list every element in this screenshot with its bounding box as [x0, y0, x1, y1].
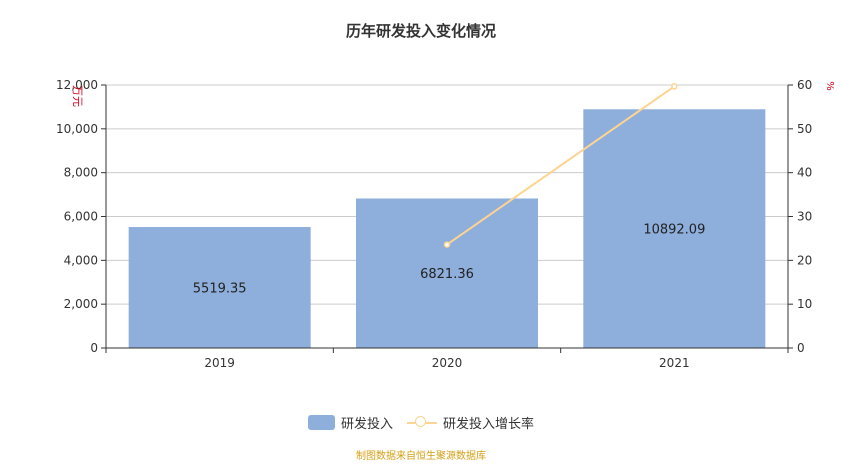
left-tick-label: 10,000: [56, 122, 98, 136]
left-axis-unit: 万元: [71, 85, 84, 107]
legend-line-label: 研发投入增长率: [443, 417, 535, 432]
legend-item-bar[interactable]: 研发投入: [307, 413, 393, 432]
right-tick-label: 60: [797, 78, 812, 92]
legend-bar-label: 研发投入: [340, 417, 393, 432]
right-tick-label: 40: [797, 166, 812, 180]
left-tick-label: 4,000: [64, 253, 98, 267]
x-tick-label: 2020: [432, 356, 463, 370]
legend: 研发投入 研发投入增长率: [0, 413, 842, 432]
growth-point[interactable]: [671, 83, 678, 90]
bar-series: [128, 109, 766, 348]
legend-item-line[interactable]: 研发投入增长率: [407, 413, 534, 432]
bar-value-label: 10892.09: [643, 223, 705, 238]
right-tick-label: 50: [797, 122, 812, 136]
bar-2020[interactable]: [356, 198, 538, 348]
growth-line-series: [443, 83, 678, 248]
axes: 0 0 2,000 10 4,000 20 6,000 30 8,000 40 10,000 50 12…: [56, 78, 812, 355]
left-tick-label: 2,000: [64, 297, 98, 311]
right-tick-label: 30: [797, 210, 812, 224]
left-tick-label: 6,000: [64, 210, 98, 224]
right-tick-label: 10: [797, 297, 812, 311]
bar-2021[interactable]: [583, 109, 766, 348]
bar-value-label: 5519.35: [193, 282, 247, 297]
left-tick-label: 8,000: [64, 166, 98, 180]
right-tick-label: 20: [797, 253, 812, 267]
left-tick-label: 12,000: [56, 78, 98, 92]
growth-line: [446, 85, 675, 246]
right-tick-label: 0: [797, 341, 805, 355]
right-axis-unit: %: [824, 81, 835, 91]
line-swatch-icon: [407, 415, 437, 430]
bar-2019[interactable]: [128, 227, 311, 348]
source-footer: 制图数据来自恒生聚源数据库: [356, 451, 486, 462]
x-tick-label: 2019: [204, 356, 235, 370]
bar-value-label: 6821.36: [420, 267, 474, 282]
x-tick-label: 2021: [659, 356, 690, 370]
labels: 万元 % 5519.35 2019 6821.36 2020 10892.09 2021: [71, 81, 835, 370]
chart-title: 历年研发投入变化情况: [345, 22, 496, 40]
bar-swatch-icon: [307, 415, 335, 430]
growth-point[interactable]: [443, 241, 451, 248]
left-tick-label: 0: [90, 341, 98, 355]
